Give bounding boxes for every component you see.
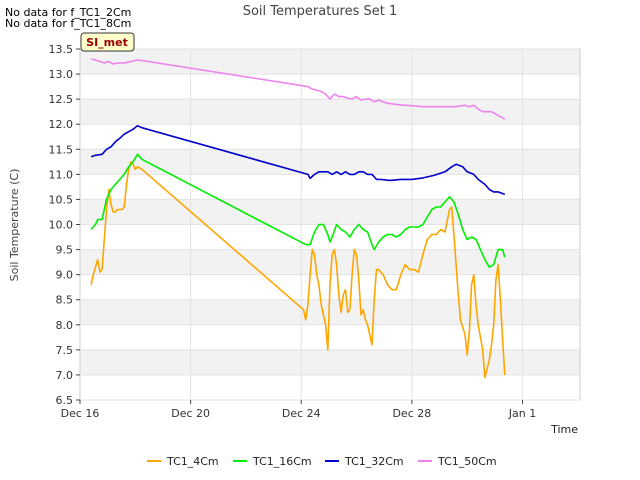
y-tick-label: 12.0: [49, 118, 74, 131]
site-badge: SI_met: [80, 32, 135, 52]
y-tick-label: 7.5: [56, 344, 74, 357]
series-line-tc1-16cm: [90, 153, 506, 268]
plot-band: [80, 174, 580, 200]
series-line-tc1-4cm: [90, 161, 506, 379]
x-tick-label: Dec 20: [171, 407, 210, 420]
x-tick-label: Dec 28: [392, 407, 431, 420]
y-tick-label: 11.5: [49, 143, 74, 156]
y-tick-label: 7.0: [56, 369, 74, 382]
plot-band: [80, 124, 580, 150]
legend-label: TC1_4Cm: [166, 455, 219, 468]
y-tick-label: 10.5: [49, 193, 74, 206]
plot-band: [80, 249, 580, 275]
y-tick-label: 8.5: [56, 294, 74, 307]
site-badge-label: SI_met: [86, 36, 128, 49]
x-tick-label: Jan 1: [508, 407, 536, 420]
y-axis-label: Soil Temperature (C): [8, 169, 21, 282]
plot-band: [80, 74, 580, 100]
y-tick-label: 12.5: [49, 93, 74, 106]
plot-band: [80, 49, 580, 75]
plot-band: [80, 199, 580, 225]
no-data-note-2cm: No data for f_TC1_2Cm: [5, 6, 132, 19]
series-line-tc1-50cm: [90, 58, 506, 120]
x-tick-label: Dec 24: [282, 407, 321, 420]
y-tick-label: 13.0: [49, 68, 74, 81]
y-tick-label: 9.0: [56, 269, 74, 282]
plot-band: [80, 149, 580, 175]
plot-band: [80, 374, 580, 400]
x-axis-label: Time: [550, 423, 578, 436]
legend: TC1_4Cm TC1_16Cm TC1_32Cm TC1_50Cm: [147, 455, 497, 468]
plot-band: [80, 99, 580, 125]
x-tick-label: Dec 16: [61, 407, 100, 420]
chart-title: Soil Temperatures Set 1: [243, 4, 398, 19]
plot-band: [80, 349, 580, 375]
series-line-tc1-32cm: [90, 124, 506, 196]
legend-label: TC1_16Cm: [252, 455, 312, 468]
plot-band: [80, 324, 580, 350]
legend-label: TC1_50Cm: [437, 455, 497, 468]
legend-label: TC1_32Cm: [344, 455, 404, 468]
plot-band: [80, 224, 580, 250]
y-tick-label: 13.5: [49, 43, 74, 56]
y-tick-label: 9.5: [56, 244, 74, 257]
y-tick-label: 11.0: [49, 168, 74, 181]
y-tick-label: 6.5: [56, 394, 74, 407]
y-tick-label: 10.0: [49, 219, 74, 232]
y-tick-label: 8.0: [56, 319, 74, 332]
no-data-note-8cm: No data for f_TC1_8Cm: [5, 17, 132, 30]
